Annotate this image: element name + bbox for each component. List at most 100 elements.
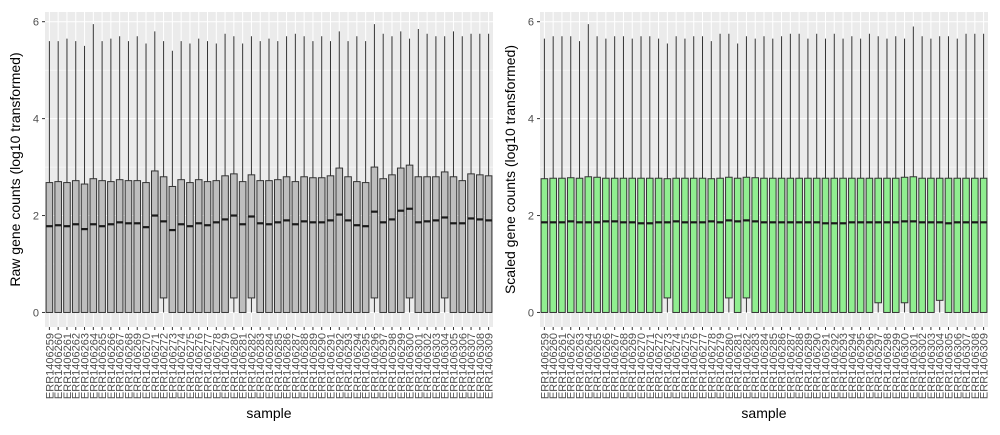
- box-body: [335, 167, 344, 313]
- box-ERR1406300: [405, 38, 414, 313]
- box-body: [865, 177, 874, 313]
- box-body: [725, 176, 733, 299]
- box-ERR1406271: [646, 36, 654, 313]
- x-tick-label: ERR1406282: [741, 333, 753, 399]
- box-ERR1406269: [133, 36, 142, 313]
- x-tick-label: ERR1406289: [308, 333, 320, 399]
- box-body: [476, 174, 484, 313]
- x-tick-label: ERR1406273: [167, 333, 179, 399]
- box-body: [273, 179, 282, 313]
- box-ERR1406285: [768, 38, 777, 313]
- box-ERR1406291: [821, 38, 830, 313]
- box-ERR1406273: [168, 50, 177, 313]
- box-ERR1406301: [414, 28, 423, 313]
- y-tick-label: 4: [528, 114, 534, 126]
- box-ERR1406265: [593, 36, 601, 313]
- box-ERR1406272: [654, 38, 663, 313]
- box-ERR1406289: [309, 41, 317, 313]
- box-ERR1406290: [812, 33, 821, 313]
- box-body: [98, 180, 106, 313]
- box-ERR1406281: [733, 43, 742, 313]
- box-body: [309, 177, 317, 313]
- box-ERR1406287: [786, 33, 795, 313]
- x-tick-label: ERR1406261: [557, 333, 569, 399]
- x-tick-label: ERR1406293: [838, 333, 850, 399]
- x-tick-label: ERR1406276: [194, 333, 206, 399]
- box-body: [282, 176, 291, 313]
- box-ERR1406299: [891, 36, 900, 313]
- box-ERR1406300: [900, 38, 909, 313]
- x-tick-label: ERR1406284: [264, 333, 276, 399]
- box-body: [317, 177, 326, 313]
- x-tick-label: ERR1406308: [475, 333, 487, 399]
- box-ERR1406270: [637, 36, 645, 313]
- x-tick-label: ERR1406273: [662, 333, 674, 399]
- box-ERR1406286: [777, 36, 786, 313]
- y-tick-label: 2: [33, 211, 39, 223]
- box-ERR1406296: [370, 24, 379, 313]
- box-body: [405, 164, 414, 299]
- y-tick-label: 4: [33, 114, 39, 126]
- box-ERR1406308: [971, 33, 979, 313]
- box-ERR1406285: [273, 41, 282, 313]
- box-ERR1406268: [619, 36, 628, 313]
- x-axis-ticks: ERR1406259ERR1406260ERR1406261ERR1406262…: [44, 327, 496, 399]
- box-body: [238, 181, 247, 313]
- x-tick-label: ERR1406297: [873, 333, 885, 399]
- x-tick-label: ERR1406281: [733, 333, 745, 399]
- x-tick-label: ERR1406283: [750, 333, 762, 399]
- box-ERR1406283: [751, 38, 760, 313]
- box-ERR1406279: [716, 33, 724, 313]
- x-tick-label: ERR1406297: [378, 333, 390, 399]
- box-ERR1406275: [681, 38, 689, 313]
- box-body: [716, 177, 724, 313]
- box-body: [909, 176, 918, 313]
- x-tick-label: ERR1406281: [238, 333, 250, 399]
- box-ERR1406273: [663, 43, 672, 313]
- x-tick-label: ERR1406292: [829, 333, 841, 399]
- box-body: [751, 177, 760, 313]
- x-tick-label: ERR1406290: [317, 333, 329, 399]
- box-body: [124, 180, 133, 313]
- x-tick-label: ERR1406285: [768, 333, 780, 399]
- x-tick-label: ERR1406267: [610, 333, 622, 399]
- box-body: [856, 177, 865, 313]
- box-body: [707, 178, 716, 313]
- x-tick-label: ERR1406259: [539, 333, 551, 399]
- box-ERR1406303: [927, 38, 935, 313]
- x-tick-label: ERR1406261: [62, 333, 74, 399]
- box-body: [396, 167, 405, 313]
- x-tick-label: ERR1406303: [926, 333, 938, 399]
- box-body: [247, 174, 256, 299]
- box-ERR1406284: [265, 38, 273, 313]
- box-ERR1406278: [707, 41, 716, 313]
- box-body: [760, 177, 768, 313]
- box-body: [344, 176, 352, 313]
- box-ERR1406281: [238, 43, 247, 313]
- box-ERR1406305: [944, 36, 953, 313]
- box-ERR1406309: [484, 33, 493, 313]
- box-ERR1406286: [282, 36, 291, 313]
- y-axis-ticks: 0 2 4 6: [33, 17, 45, 319]
- x-tick-label: ERR1406305: [448, 333, 460, 399]
- box-body: [786, 177, 795, 313]
- box-body: [353, 181, 361, 313]
- x-tick-label: ERR1406277: [203, 333, 215, 399]
- box-body: [107, 181, 115, 313]
- box-body: [326, 175, 335, 313]
- x-tick-label: ERR1406274: [671, 333, 683, 399]
- x-tick-label: ERR1406265: [97, 333, 109, 399]
- box-ERR1406261: [63, 38, 71, 313]
- x-tick-label: ERR1406295: [361, 333, 373, 399]
- x-tick-label: ERR1406303: [431, 333, 443, 399]
- box-body: [953, 177, 962, 313]
- box-body: [698, 177, 707, 313]
- x-tick-label: ERR1406298: [387, 333, 399, 399]
- x-tick-label: ERR1406296: [864, 333, 876, 399]
- box-body: [540, 178, 549, 313]
- box-body: [593, 176, 601, 313]
- box-body: [610, 177, 619, 313]
- box-body: [927, 177, 935, 313]
- box-body: [414, 176, 423, 313]
